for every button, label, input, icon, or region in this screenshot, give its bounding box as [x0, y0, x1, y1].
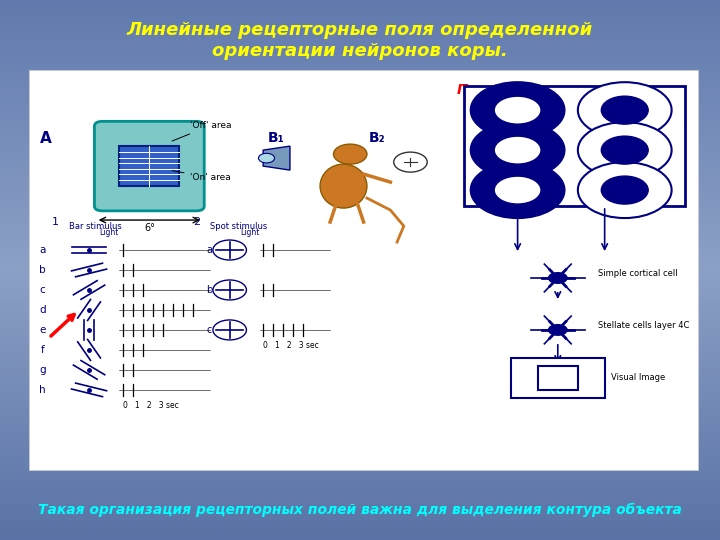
Text: Такая организация рецепторных полей важна для выделения контура объекта: Такая организация рецепторных полей важн… — [38, 503, 682, 517]
Text: Stellate cells layer 4C: Stellate cells layer 4C — [598, 321, 689, 330]
Bar — [29, 70, 698, 470]
Text: Light: Light — [99, 227, 119, 237]
Circle shape — [601, 136, 648, 164]
Bar — [511, 358, 605, 398]
Circle shape — [578, 122, 672, 178]
Text: Линейные рецепторные поля определенной: Линейные рецепторные поля определенной — [127, 21, 593, 39]
Circle shape — [494, 176, 541, 204]
Circle shape — [601, 176, 648, 204]
Text: B₂: B₂ — [369, 131, 385, 145]
Text: a: a — [207, 245, 212, 255]
Text: a: a — [39, 245, 45, 255]
Circle shape — [578, 162, 672, 218]
Circle shape — [494, 136, 541, 164]
Text: Spot stimulus: Spot stimulus — [210, 221, 267, 231]
Circle shape — [548, 324, 568, 336]
Text: g: g — [39, 365, 45, 375]
Text: f: f — [40, 345, 44, 355]
Circle shape — [494, 96, 541, 124]
Bar — [464, 86, 685, 206]
Text: B₁: B₁ — [268, 131, 285, 145]
Text: c: c — [207, 325, 212, 335]
Text: e: e — [39, 325, 45, 335]
Text: h: h — [39, 385, 45, 395]
Text: d: d — [39, 305, 45, 315]
Text: Простые клетки.: Простые клетки. — [456, 83, 592, 97]
Circle shape — [471, 122, 564, 178]
Text: Bar stimulus: Bar stimulus — [69, 221, 122, 231]
Ellipse shape — [333, 144, 367, 164]
Bar — [538, 366, 578, 390]
Text: ориентации нейронов коры.: ориентации нейронов коры. — [212, 42, 508, 60]
Text: 2: 2 — [193, 217, 199, 227]
Circle shape — [578, 82, 672, 138]
Text: A: A — [40, 131, 51, 146]
Circle shape — [471, 82, 564, 138]
Text: Light: Light — [240, 227, 259, 237]
Text: b: b — [207, 285, 212, 295]
Circle shape — [258, 153, 274, 163]
Text: b: b — [39, 265, 45, 275]
Text: 'On' area: 'On' area — [172, 171, 230, 182]
Text: c: c — [40, 285, 45, 295]
Text: 6°: 6° — [144, 223, 155, 233]
Bar — [120, 146, 179, 186]
Ellipse shape — [320, 164, 367, 208]
Circle shape — [601, 96, 648, 124]
Polygon shape — [264, 146, 290, 170]
Text: Simple cortical cell: Simple cortical cell — [598, 269, 678, 279]
Text: 1: 1 — [52, 217, 59, 227]
Text: 0   1   2   3 sec: 0 1 2 3 sec — [122, 401, 179, 410]
Circle shape — [548, 272, 568, 284]
Text: 0   1   2   3 sec: 0 1 2 3 sec — [264, 341, 319, 350]
Text: Visual Image: Visual Image — [611, 373, 665, 382]
FancyBboxPatch shape — [94, 122, 204, 211]
Circle shape — [471, 162, 564, 218]
Text: 'Off' area: 'Off' area — [172, 121, 231, 141]
